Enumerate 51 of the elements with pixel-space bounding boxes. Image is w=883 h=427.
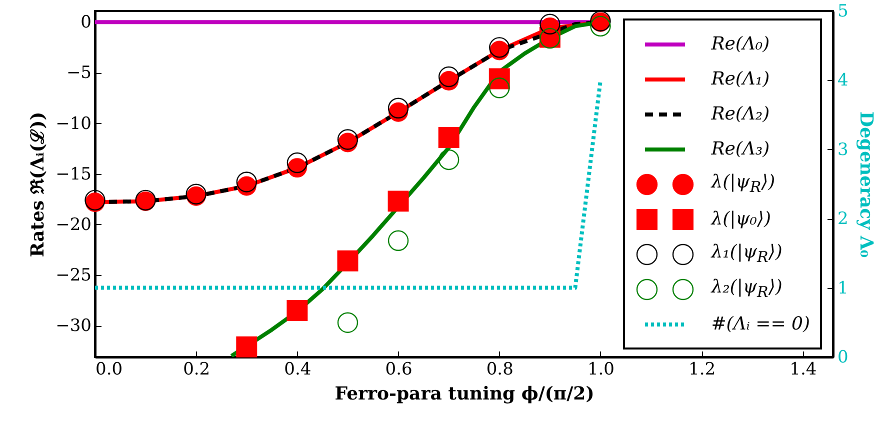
point xyxy=(388,98,409,118)
point xyxy=(337,312,358,333)
point xyxy=(337,250,358,272)
x-tick-label: 1.0 xyxy=(587,360,615,380)
point xyxy=(590,16,611,37)
y2-tick-label: 3 xyxy=(838,140,848,160)
y-tick-label: 0 xyxy=(80,12,92,33)
legend-label: λ₁(|ψ$_{R}$⟩) xyxy=(711,242,782,266)
y-axis-title: Rates ℜ(Λᵢ(ℒ)) xyxy=(28,112,49,258)
x-tick-label: 0.4 xyxy=(284,360,312,380)
y2-tick-label: 1 xyxy=(838,278,848,298)
point xyxy=(286,152,308,174)
point xyxy=(388,230,409,251)
x-tick-label: 0.0 xyxy=(96,360,123,380)
legend-label: Re(Λ₃) xyxy=(711,138,770,160)
point xyxy=(438,126,460,148)
point xyxy=(286,300,308,321)
x-tick-label: 0.8 xyxy=(486,360,514,380)
y-tick-label: −5 xyxy=(66,63,92,84)
point xyxy=(540,14,560,34)
y-tick-label: −30 xyxy=(56,316,92,336)
legend-label: λ₂(|ψ$_{R}$⟩) xyxy=(711,276,782,302)
y2-tick-label: 4 xyxy=(838,70,848,91)
point xyxy=(236,172,257,192)
y2-tick-label: 2 xyxy=(838,209,848,230)
point xyxy=(488,68,510,90)
legend-label: λ(|ψ₀⟩) xyxy=(711,208,772,230)
point xyxy=(489,37,510,58)
x-tick-label: 1.2 xyxy=(688,360,716,380)
legend-label: λ(|ψ$_{R}$⟩) xyxy=(711,172,776,196)
x-tick-label: 0.6 xyxy=(385,360,412,380)
point xyxy=(438,149,460,170)
legend-label: Re(Λ₀) xyxy=(711,34,770,54)
y-tick-label: −15 xyxy=(56,164,92,184)
point xyxy=(489,78,510,98)
point xyxy=(388,190,409,212)
x-axis-title: Ferro-para tuning ϕ/(π/2) xyxy=(334,384,594,404)
y-tick-label: −20 xyxy=(56,214,92,235)
point xyxy=(438,66,460,88)
x-tick-label: 1.4 xyxy=(790,360,817,380)
legend-label: Re(Λ₁) xyxy=(711,68,770,90)
y-tick-label: −10 xyxy=(56,114,92,134)
point xyxy=(236,336,258,358)
point xyxy=(337,129,358,150)
y2-axis-title: Degeneracy Λ₀ xyxy=(855,111,876,258)
x-tick-label: 0.2 xyxy=(183,360,210,380)
y-tick-label: −25 xyxy=(56,266,92,286)
y2-tick-label: 0 xyxy=(838,348,848,368)
y2-tick-label: 5 xyxy=(838,2,848,22)
legend-label: Re(Λ₂) xyxy=(711,104,770,124)
legend-label: #(Λᵢ == 0) xyxy=(711,314,810,334)
